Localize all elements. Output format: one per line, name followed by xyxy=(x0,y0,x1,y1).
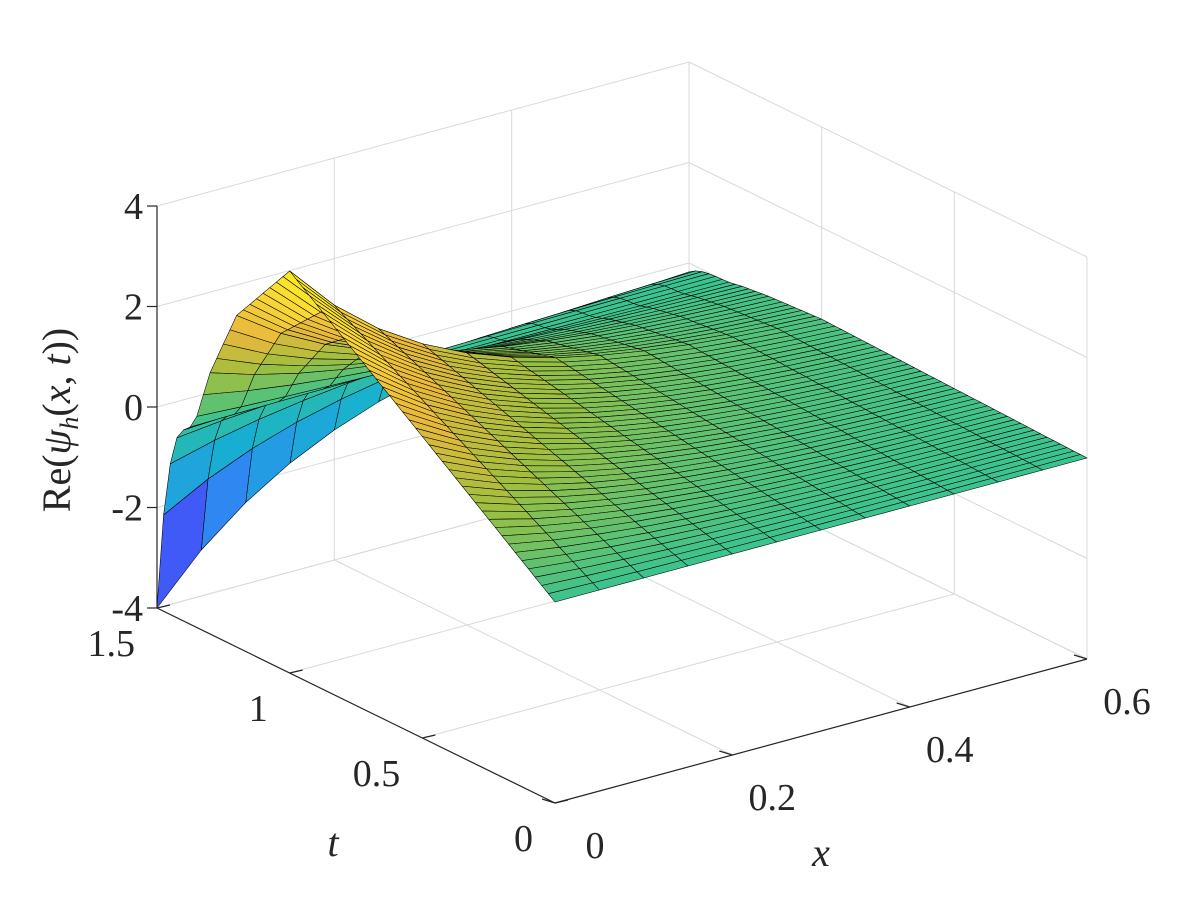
surface-patch xyxy=(481,510,534,520)
t-tick-label: 1 xyxy=(249,688,268,730)
surface-patch xyxy=(524,465,576,473)
x-tick-label: 0 xyxy=(586,825,605,867)
x-tick-label: 0.6 xyxy=(1103,681,1151,723)
t-tick-label: 1.5 xyxy=(88,623,136,665)
grid-line-back-z xyxy=(156,61,690,207)
grid-line-back-z xyxy=(156,162,690,307)
t-tick-label: 0.5 xyxy=(353,753,401,795)
z-tick-label: 0 xyxy=(124,387,143,429)
x-tick-mark xyxy=(896,702,910,708)
surface-patch xyxy=(517,459,569,467)
surface-patch xyxy=(528,432,581,439)
t-axis-line xyxy=(156,607,556,804)
surface-patch xyxy=(524,366,576,372)
t-tick-mark xyxy=(422,734,436,739)
t-axis-label: t xyxy=(327,820,339,865)
grid-line-floor-x xyxy=(334,559,733,756)
tick-labels: 0 0.2 0.4 0.6 0 0.5 1 1.5-4 -2 0 2 4 xyxy=(88,186,1151,867)
z-tick-label: 2 xyxy=(124,287,143,329)
surface-patch xyxy=(526,397,578,404)
surface-patch xyxy=(511,356,563,363)
surface-patch xyxy=(499,482,552,491)
surface-patch xyxy=(548,582,600,603)
x-tick-mark xyxy=(719,750,733,756)
surface-patch xyxy=(517,361,570,367)
t-tick-mark xyxy=(156,604,171,609)
surface-patch xyxy=(506,490,558,498)
grid-line-floor-t xyxy=(422,593,955,739)
t-tick-mark xyxy=(554,799,569,804)
surface-patch xyxy=(539,407,592,414)
x-tick-mark xyxy=(541,798,556,804)
grid-line-side-z xyxy=(688,61,1088,258)
axes xyxy=(147,205,1088,804)
grid-line-side-z xyxy=(688,162,1088,358)
surface-patch xyxy=(535,438,587,445)
x-axis-label: x xyxy=(811,830,830,875)
x-tick-label: 0.2 xyxy=(749,777,797,819)
z-tick-label: -4 xyxy=(111,588,143,630)
x-axis-line xyxy=(554,658,1088,804)
z-tick-label: -2 xyxy=(111,488,143,530)
x-tick-mark xyxy=(1073,654,1088,660)
z-axis-label: Re(ψh(x, t)) xyxy=(34,328,84,512)
surface xyxy=(156,270,1088,609)
t-tick-mark xyxy=(289,669,303,674)
x-tick-label: 0.4 xyxy=(926,729,974,771)
surface-patch xyxy=(533,402,585,409)
z-tick-label: 4 xyxy=(124,186,143,228)
t-tick-label: 0 xyxy=(514,818,533,860)
